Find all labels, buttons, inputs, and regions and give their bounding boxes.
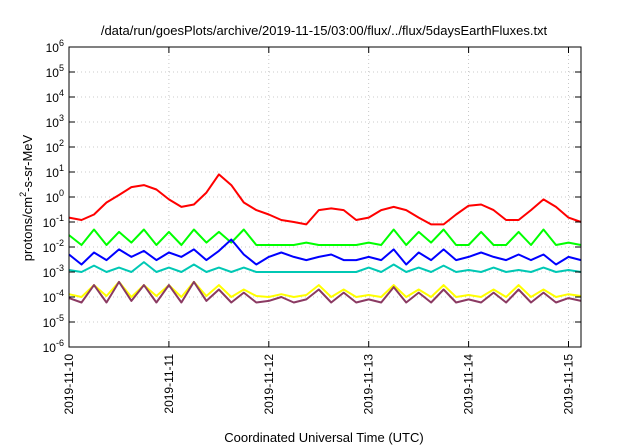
y-tick-label: 10-1 bbox=[43, 213, 64, 230]
y-axis-label-rest: -s-sr-MeV bbox=[20, 134, 35, 191]
y-tick-label: 101 bbox=[46, 163, 64, 180]
y-tick-label: 106 bbox=[46, 38, 64, 55]
x-axis: 2019-11-10 2019-11-11 2019-11-12 2019-11-13… bbox=[62, 47, 576, 415]
series-line-5 bbox=[68, 280, 582, 298]
chart-title: /data/run/goesPlots/archive/2019-11-15/0… bbox=[101, 23, 548, 38]
y-tick-label: 10-4 bbox=[43, 288, 64, 305]
y-tick-label: 102 bbox=[46, 138, 64, 155]
x-tick-label: 2019-11-12 bbox=[262, 354, 276, 415]
series-line-1 bbox=[68, 173, 582, 226]
series-line-2 bbox=[68, 228, 582, 246]
y-axis-label-sup: 2 bbox=[18, 192, 28, 197]
y-axis-label: protons/cm2-s-sr-MeV bbox=[18, 134, 35, 261]
x-axis-label: Coordinated Universal Time (UTC) bbox=[224, 430, 423, 445]
y-tick-label: 100 bbox=[46, 188, 64, 205]
x-tick-label: 2019-11-14 bbox=[462, 354, 476, 415]
x-tick-label: 2019-11-10 bbox=[62, 354, 76, 415]
y-tick-label: 105 bbox=[46, 63, 64, 80]
series-layer bbox=[68, 173, 582, 304]
x-tick-label: 2019-11-11 bbox=[162, 354, 176, 414]
x-tick-label: 2019-11-15 bbox=[562, 354, 576, 415]
series-line-4 bbox=[68, 261, 582, 273]
y-tick-label: 10-6 bbox=[43, 338, 64, 355]
series-line-3 bbox=[68, 238, 582, 266]
y-axis: 10-6 10-5 10-4 10-3 10-2 10-1 100 101 102 103 104 1… bbox=[43, 38, 581, 355]
y-axis-label-base: protons/cm bbox=[20, 197, 35, 261]
x-tick-label: 2019-11-13 bbox=[362, 354, 376, 415]
series-line-6 bbox=[68, 280, 582, 304]
y-tick-label: 10-5 bbox=[43, 313, 64, 330]
y-tick-label: 10-3 bbox=[43, 263, 64, 280]
y-tick-label: 103 bbox=[46, 113, 64, 130]
y-tick-label: 10-2 bbox=[43, 238, 64, 255]
y-tick-label: 104 bbox=[46, 88, 64, 105]
